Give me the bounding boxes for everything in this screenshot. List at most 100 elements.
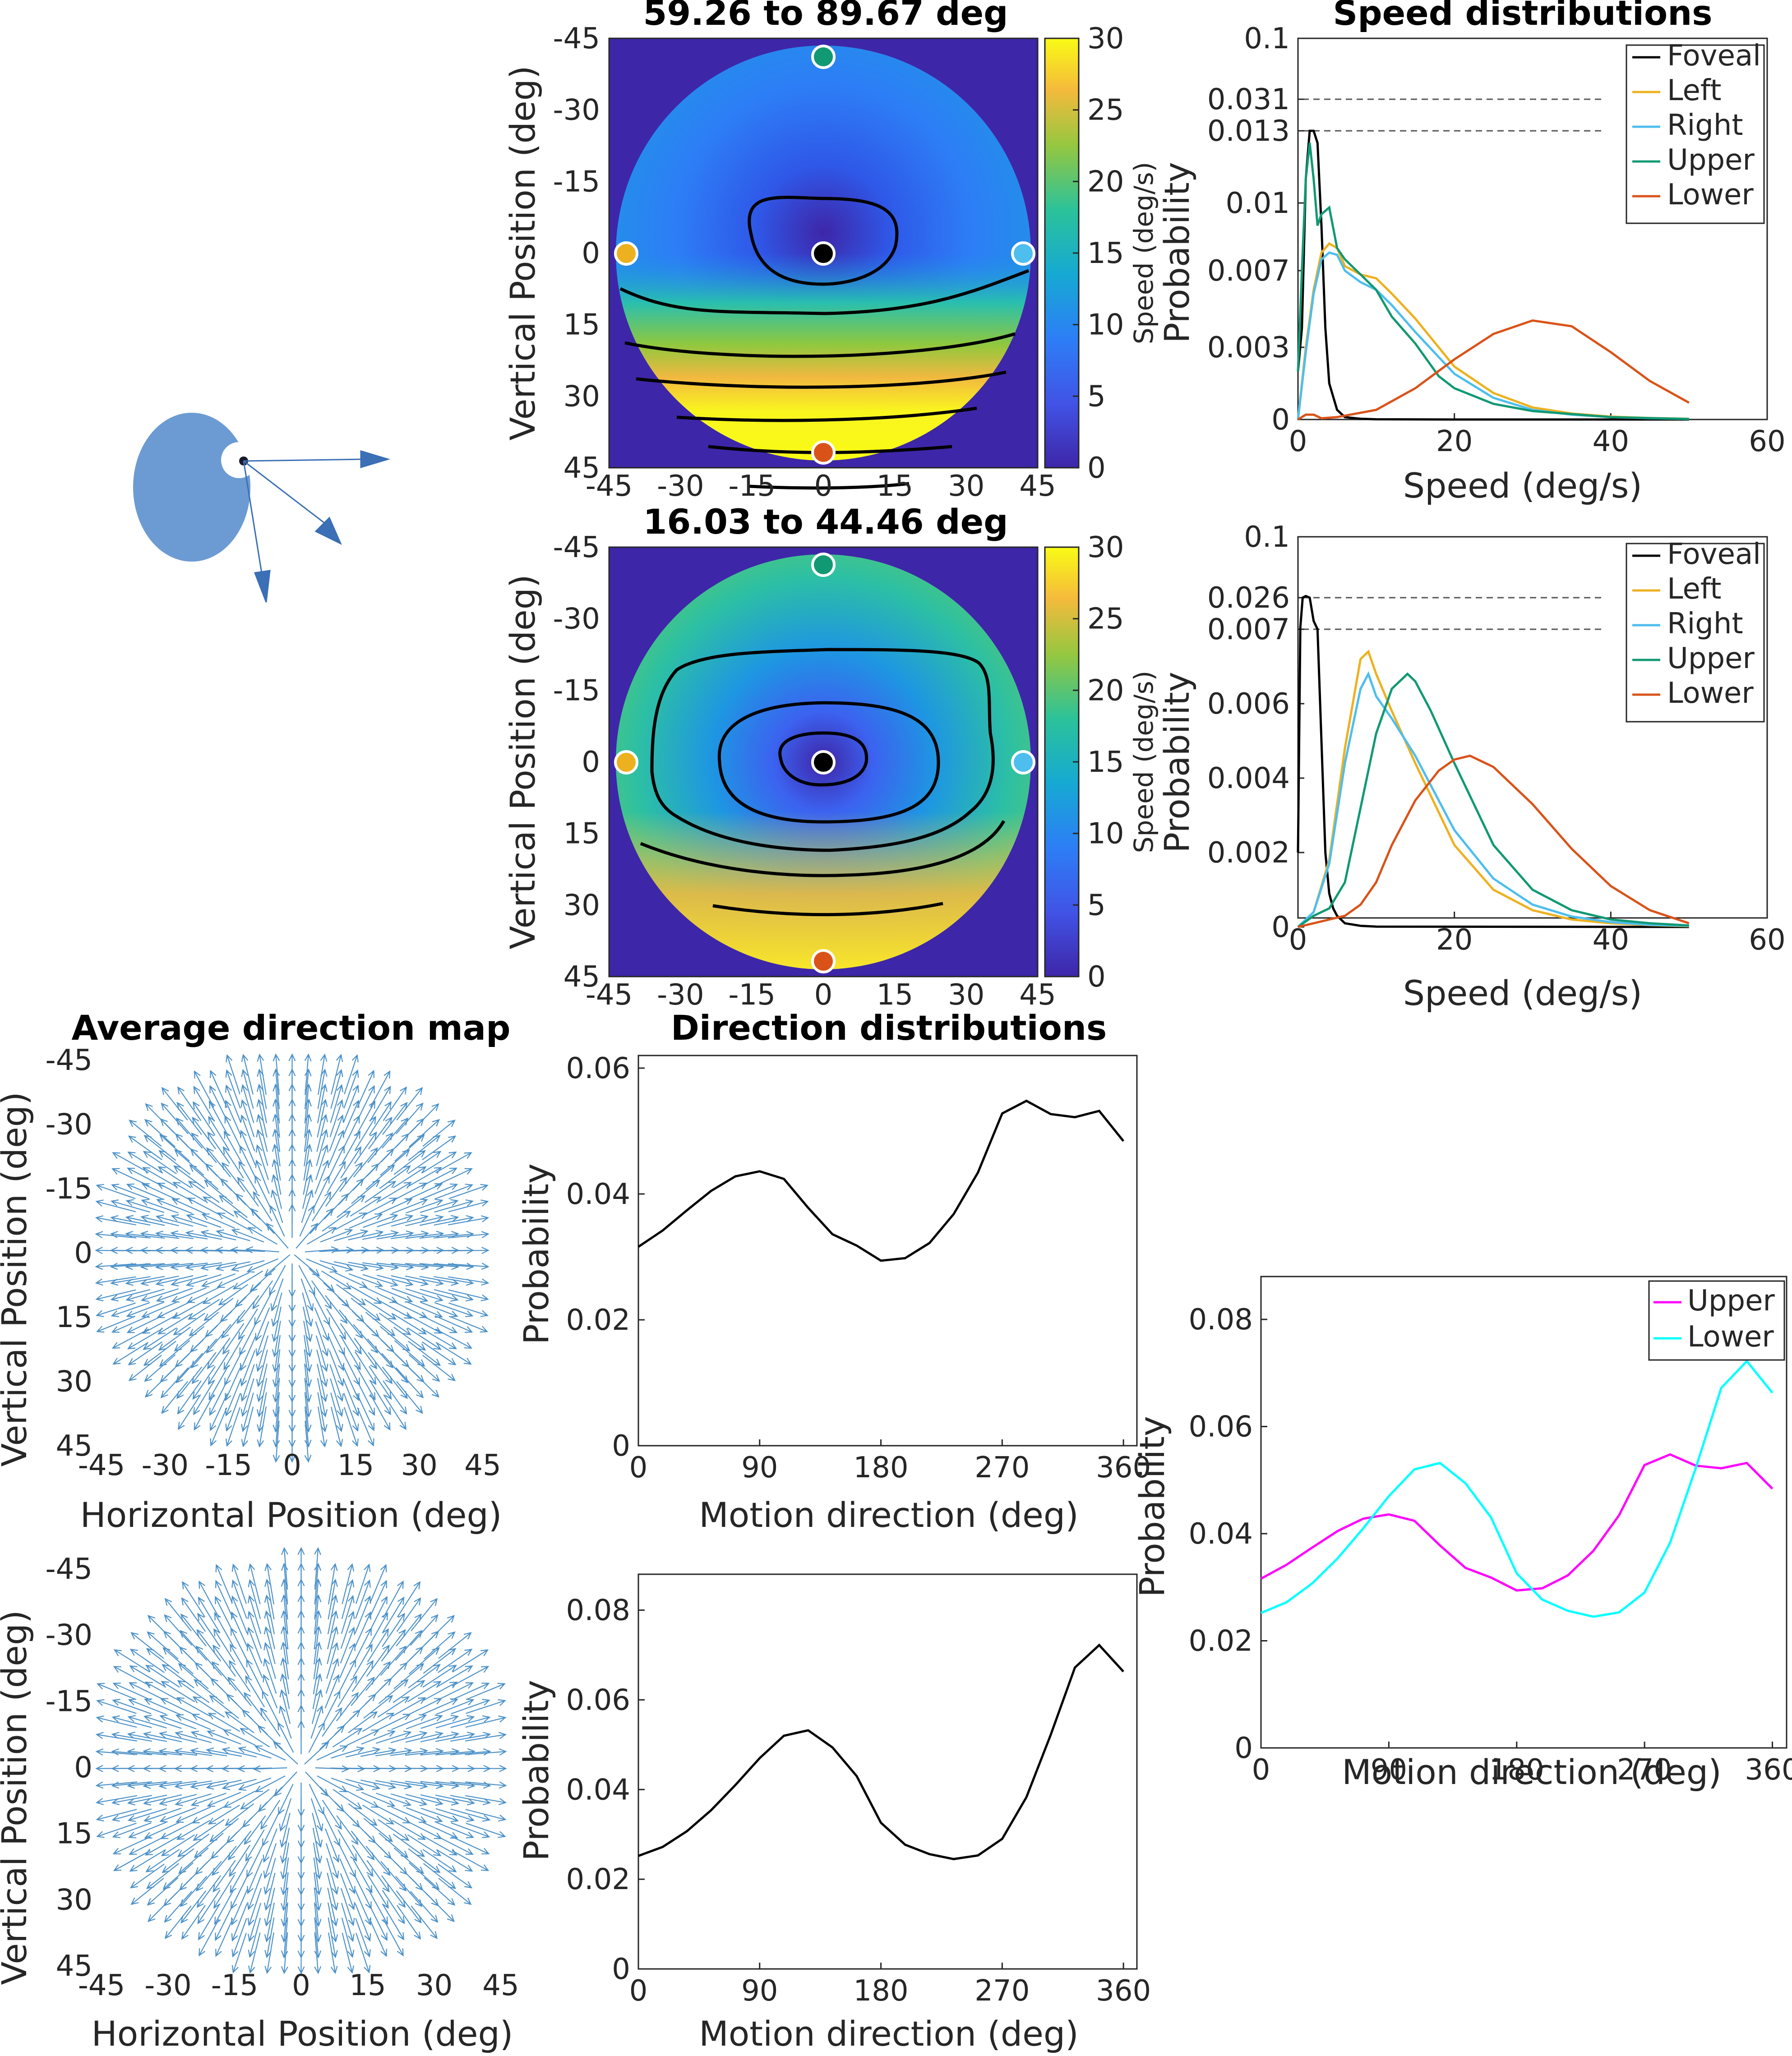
direction-arrowhead bbox=[418, 1697, 426, 1704]
direction-arrow bbox=[161, 1821, 196, 1839]
direction-arrowhead bbox=[435, 1798, 443, 1806]
direction-arrow bbox=[392, 1697, 425, 1717]
direction-arrow bbox=[406, 1183, 442, 1201]
legend-label: Left bbox=[1667, 572, 1721, 606]
direction-arrowhead bbox=[127, 1151, 136, 1159]
direction-arrowhead bbox=[383, 1070, 391, 1079]
direction-arrowhead bbox=[297, 1594, 305, 1602]
direction-arrowhead bbox=[354, 1146, 362, 1155]
direction-arrow bbox=[231, 1612, 249, 1649]
direction-arrow bbox=[396, 1890, 421, 1923]
direction-arrowhead bbox=[223, 1729, 231, 1736]
direction-arrowhead bbox=[177, 1406, 185, 1415]
direction-arrowhead bbox=[322, 1159, 329, 1168]
direction-arrowhead bbox=[161, 1406, 169, 1414]
direction-arrowhead bbox=[335, 1821, 342, 1830]
direction-arrowhead bbox=[331, 1594, 338, 1603]
direction-arrow bbox=[396, 1614, 422, 1646]
colorbar-tick-label: 15 bbox=[1087, 746, 1124, 779]
direction-arrowhead bbox=[125, 1199, 134, 1206]
direction-arrow bbox=[334, 1231, 368, 1241]
direction-arrowhead bbox=[231, 1627, 237, 1636]
direction-arrow bbox=[381, 1118, 408, 1149]
direction-arrow bbox=[174, 1326, 205, 1351]
direction-arrowhead bbox=[448, 1135, 457, 1143]
direction-arrowhead bbox=[430, 1931, 438, 1939]
direction-arrowhead bbox=[347, 1950, 355, 1958]
direction-arrow bbox=[356, 1933, 370, 1973]
direction-arrowhead bbox=[372, 1783, 381, 1790]
direction-arrow bbox=[344, 1407, 358, 1446]
direction-arrowhead bbox=[250, 1208, 259, 1216]
direction-arrowhead bbox=[366, 1869, 374, 1877]
speed-map-2-xticks: -45 -30 -15 0 15 30 45 bbox=[586, 978, 1056, 1012]
direction-arrow bbox=[355, 1351, 376, 1384]
speed-dist-title: Speed distributions bbox=[1333, 0, 1712, 33]
direction-arrowhead bbox=[354, 1728, 363, 1735]
y-tick-label: -15 bbox=[553, 674, 600, 707]
direction-arrow bbox=[164, 1891, 192, 1922]
direction-arrowhead bbox=[279, 1689, 287, 1697]
direction-arrow bbox=[367, 1133, 393, 1163]
x-tick-label: 30 bbox=[401, 1449, 437, 1482]
direction-arrow bbox=[249, 1918, 261, 1957]
direction-arrowhead bbox=[332, 1886, 339, 1895]
direction-arrowhead bbox=[255, 1348, 263, 1357]
y-tick-label: 0 bbox=[1271, 911, 1290, 944]
x-tick-label: 30 bbox=[416, 1969, 453, 2002]
direction-arrowhead bbox=[242, 1820, 250, 1828]
direction-arrow bbox=[223, 1337, 244, 1370]
direction-arrowhead bbox=[162, 1664, 170, 1672]
direction-arrowhead bbox=[213, 1900, 221, 1909]
direction-arrow bbox=[111, 1233, 151, 1239]
direction-arrow bbox=[395, 1367, 424, 1398]
direction-arrowhead bbox=[215, 1596, 222, 1604]
direction-arrow bbox=[309, 1208, 333, 1234]
direction-arrow bbox=[145, 1119, 176, 1148]
direction-arrow bbox=[249, 1564, 261, 1604]
direction-arrowhead bbox=[416, 1866, 425, 1874]
direction-arrowhead bbox=[95, 1765, 103, 1772]
direction-arrowhead bbox=[480, 1294, 489, 1301]
direction-arrowhead bbox=[314, 1610, 322, 1618]
direction-arrowhead bbox=[288, 1158, 296, 1166]
direction-arrowhead bbox=[448, 1631, 456, 1639]
direction-arrow bbox=[313, 1857, 320, 1895]
direction-arrow bbox=[271, 1278, 284, 1311]
direction-arrow bbox=[249, 1932, 261, 1973]
direction-arrowhead bbox=[308, 1287, 315, 1295]
direction-arrow bbox=[112, 1795, 152, 1803]
direction-arrowhead bbox=[384, 1101, 392, 1110]
direction-arrowhead bbox=[430, 1598, 438, 1606]
direction-arrow bbox=[201, 1231, 236, 1240]
direction-arrowhead bbox=[171, 1214, 179, 1222]
direction-arrowhead bbox=[374, 1297, 382, 1304]
direction-arrowhead bbox=[158, 1782, 167, 1789]
colorbar-tick-label: 0 bbox=[1087, 960, 1106, 994]
direction-arrow bbox=[424, 1632, 455, 1660]
direction-arrowhead bbox=[337, 1393, 344, 1402]
direction-arrow bbox=[365, 1845, 391, 1876]
direction-arrowhead bbox=[244, 1837, 251, 1845]
direction-arrowhead bbox=[375, 1230, 384, 1237]
direction-arrowhead bbox=[159, 1359, 167, 1367]
direction-arrow bbox=[255, 1307, 270, 1341]
direction-arrowhead bbox=[431, 1103, 439, 1111]
y-tick-label: 30 bbox=[563, 889, 600, 922]
direction-arrow bbox=[186, 1232, 222, 1240]
direction-arrowhead bbox=[231, 1595, 238, 1604]
direction-arrowhead bbox=[248, 1563, 255, 1572]
direction-arrowhead bbox=[463, 1357, 472, 1365]
direction-arrow bbox=[408, 1135, 440, 1161]
direction-arrowhead bbox=[189, 1765, 198, 1772]
direction-arrow bbox=[237, 1295, 259, 1323]
direction-arrow bbox=[147, 1648, 180, 1674]
direction-arrow bbox=[424, 1615, 455, 1646]
direction-arrowhead bbox=[255, 1159, 262, 1168]
direction-arrow bbox=[376, 1263, 413, 1268]
direction-arrow bbox=[280, 1706, 292, 1739]
direction-arrowhead bbox=[381, 1932, 388, 1941]
direction-arrowhead bbox=[463, 1897, 472, 1905]
direction-arrow bbox=[377, 1287, 412, 1302]
